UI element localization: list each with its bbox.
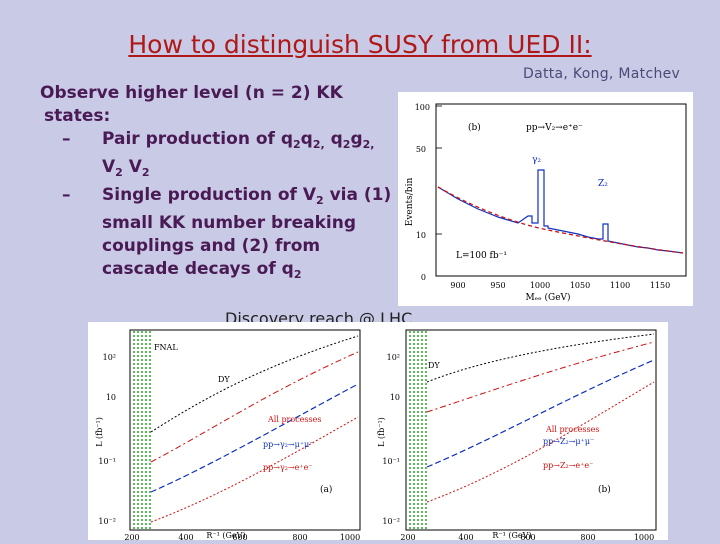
- x-tick-label: 1050: [570, 281, 590, 290]
- x-tick-label: 1000: [530, 281, 550, 290]
- sub-bullet-single-production: – Single production of V2 via (1) small …: [62, 184, 400, 286]
- mass-spectrum-figure: 0 10 50 100 900 950 1000 1050 1100 1150 …: [398, 92, 693, 306]
- electron-curve: [150, 416, 359, 523]
- panel-a: 10² 10 10⁻¹ 10⁻² L (fb⁻¹) 200 400 600 80…: [95, 329, 361, 542]
- all-processes-curve: [150, 351, 359, 463]
- legend-electron: pp→Z₂→e⁺e⁻: [543, 461, 593, 470]
- dy-curve: [426, 333, 655, 383]
- x-axis-label: R⁻¹ (GeV): [492, 531, 531, 540]
- dash-marker: –: [62, 185, 71, 205]
- all-processes-label: All processes: [267, 415, 321, 424]
- x-axis-label: R⁻¹ (GeV): [206, 531, 245, 540]
- signal-histogram: [437, 169, 684, 254]
- excluded-region: [131, 331, 151, 529]
- all-processes-curve: [426, 341, 655, 413]
- y-ticks: [436, 105, 442, 277]
- fnal-label: FNAL: [154, 343, 178, 352]
- panel-label: (b): [468, 122, 481, 133]
- y-tick-label: 50: [416, 145, 426, 154]
- plot-frame: [435, 103, 687, 277]
- process-label: pp→V₂→e⁺e⁻: [526, 123, 583, 133]
- panel-b: 10² 10 10⁻¹ 10⁻² L (fb⁻¹) 200 400 600 80…: [377, 329, 657, 542]
- x-tick-label: 950: [490, 281, 505, 290]
- x-tick-label: 1000: [340, 533, 360, 540]
- discovery-reach-figure: 10² 10 10⁻¹ 10⁻² L (fb⁻¹) 200 400 600 80…: [88, 322, 668, 542]
- y-axis-label: L (fb⁻¹): [95, 417, 104, 447]
- x-tick-label: 400: [178, 533, 193, 540]
- luminosity-label: L=100 fb⁻¹: [456, 251, 507, 261]
- x-axis-label: Mₑₑ (GeV): [525, 292, 570, 303]
- muon-curve: [150, 383, 359, 493]
- y-tick-label: 10⁻²: [382, 517, 400, 526]
- bullet-main-cont: states:: [44, 106, 111, 126]
- electron-curve: [426, 381, 655, 503]
- x-tick-label: 200: [400, 533, 415, 540]
- x-tick-label: 800: [292, 533, 307, 540]
- peak-label-gamma2: γ₂: [532, 155, 541, 165]
- y-tick-label: 10: [416, 231, 426, 240]
- slide-title: How to distinguish SUSY from UED II:: [128, 30, 592, 59]
- peak-label-z2: Z₂: [598, 179, 608, 189]
- x-tick-label: 1000: [634, 533, 654, 540]
- y-tick-label: 10⁻¹: [382, 457, 400, 466]
- x-tick-label: 600: [520, 533, 535, 540]
- y-tick-label: 10⁻¹: [98, 457, 116, 466]
- y-tick-label: 10: [106, 393, 116, 402]
- x-tick-label: 800: [580, 533, 595, 540]
- x-tick-label: 900: [450, 281, 465, 290]
- bullet-main: Observe higher level (n = 2) KK: [40, 83, 343, 103]
- authors-credit: Datta, Kong, Matchev: [523, 66, 681, 82]
- y-tick-label: 10: [390, 393, 400, 402]
- x-tick-label: 600: [232, 533, 247, 540]
- y-axis-label: Events/bin: [405, 178, 415, 227]
- background-curve: [437, 186, 684, 254]
- mass-spectrum-plot: 0 10 50 100 900 950 1000 1050 1100 1150 …: [405, 103, 687, 303]
- y-tick-label: 100: [415, 103, 430, 112]
- y-tick-label: 0: [421, 273, 426, 282]
- legend-muon: pp→γ₂→μ⁺μ⁻: [263, 440, 313, 449]
- x-tick-label: 1100: [610, 281, 630, 290]
- dy-label: DY: [218, 375, 230, 384]
- legend-muon: pp→Z₂→μ⁺μ⁻: [543, 437, 594, 446]
- x-tick-label: 400: [458, 533, 473, 540]
- x-tick-label: 1150: [650, 281, 670, 290]
- legend-electron: pp→γ₂→e⁺e⁻: [263, 463, 313, 472]
- y-tick-label: 10²: [387, 353, 400, 362]
- dy-curve: [150, 335, 359, 433]
- panel-a-frame: [129, 329, 361, 531]
- y-tick-label: 10⁻²: [98, 517, 116, 526]
- x-tick-label: 200: [124, 533, 139, 540]
- y-axis-label: L (fb⁻¹): [377, 417, 386, 447]
- sub-bullet-pair-production: – Pair production of q2q2, q2g2, V2 V2: [62, 128, 400, 184]
- excluded-region: [407, 331, 427, 529]
- panel-label: (a): [320, 484, 332, 495]
- muon-curve: [426, 359, 655, 468]
- dash-marker: –: [62, 129, 71, 149]
- panel-label: (b): [598, 484, 611, 495]
- y-tick-label: 10²: [103, 353, 116, 362]
- all-processes-label: All processes: [545, 425, 599, 434]
- bullet-list: Observe higher level (n = 2) KK states: …: [40, 82, 400, 286]
- discovery-reach-plots: 10² 10 10⁻¹ 10⁻² L (fb⁻¹) 200 400 600 80…: [95, 329, 657, 542]
- dy-label: DY: [428, 361, 440, 370]
- panel-b-frame: [405, 329, 657, 531]
